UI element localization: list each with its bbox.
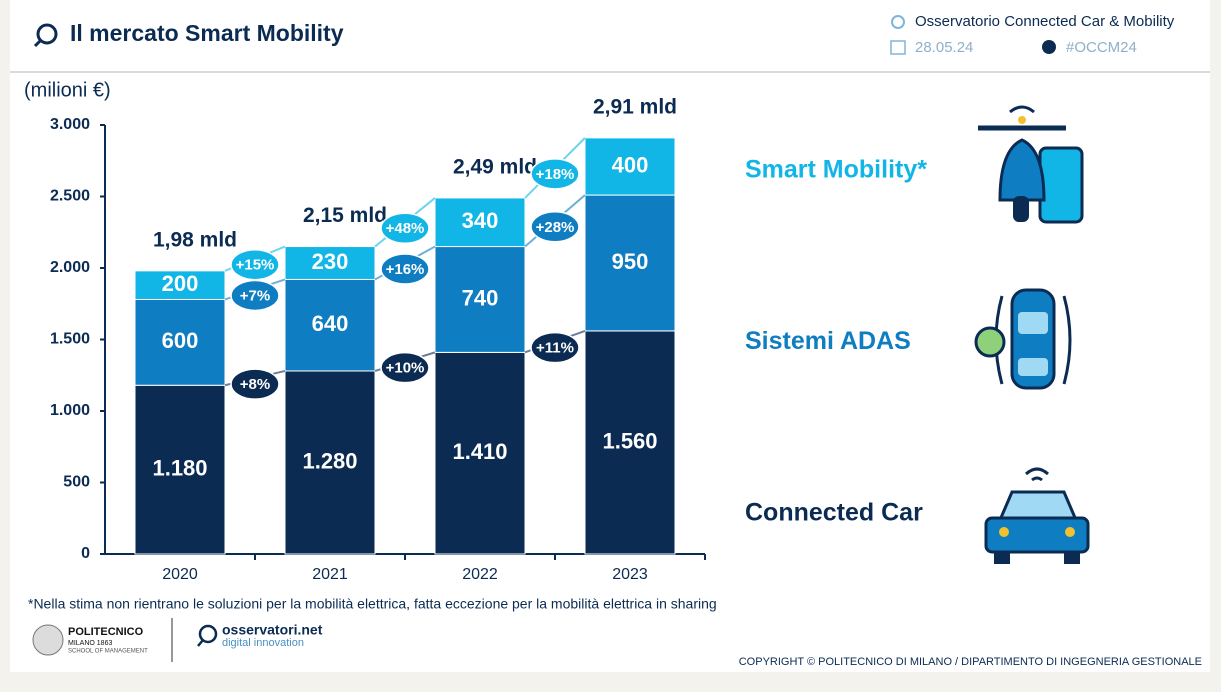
growth-badge: [380, 253, 430, 285]
x-tick-label: 2021: [312, 566, 348, 583]
y-axis-label: (milioni €): [24, 79, 111, 101]
growth-label: +7%: [240, 287, 270, 304]
bar-segment: [134, 270, 226, 300]
value-label: 340: [462, 208, 499, 233]
value-label: 600: [162, 328, 199, 353]
growth-badge: [530, 158, 580, 190]
growth-label: +48%: [386, 220, 425, 237]
source: Osservatorio Connected Car & Mobility: [915, 13, 1175, 30]
value-label: 230: [312, 249, 349, 274]
logo1-name: POLITECNICO: [68, 626, 144, 638]
total-label: 2,15 mld: [303, 204, 387, 227]
value-label: 640: [312, 311, 349, 336]
total-label: 2,49 mld: [453, 155, 537, 178]
footnote: *Nella stima non rientrano le soluzioni …: [28, 596, 717, 612]
date: 28.05.24: [915, 39, 973, 56]
y-tick-label: 2.500: [50, 188, 90, 205]
source-icon: [891, 15, 905, 29]
icon-adas-car: [974, 288, 1072, 390]
x-tick-label: 2022: [462, 566, 498, 583]
logo1-sub: MILANO 1863: [68, 640, 112, 647]
y-tick-label: 1.000: [50, 402, 90, 419]
growth-badge: [230, 248, 280, 281]
legend-label: Sistemi ADAS: [745, 327, 911, 355]
bar-segment: [434, 246, 526, 353]
growth-badge: [380, 212, 430, 244]
title: Il mercato Smart Mobility: [70, 20, 344, 46]
y-tick-label: 2.000: [50, 259, 90, 276]
growth-label: +28%: [536, 219, 575, 236]
logo1-school: SCHOOL OF MANAGEMENT: [68, 649, 148, 655]
legend-label: Smart Mobility*: [745, 156, 927, 184]
copyright: COPYRIGHT © POLITECNICO DI MILANO / DIPA…: [739, 656, 1202, 668]
bar-segment: [284, 246, 376, 280]
bar-segment: [584, 330, 676, 555]
value-label: 1.560: [602, 428, 657, 453]
logo2-sub: digital innovation: [222, 637, 304, 649]
growth-badge: [230, 368, 280, 400]
value-label: 1.410: [452, 439, 507, 464]
growth-label: +18%: [536, 166, 575, 183]
value-label: 1.280: [302, 448, 357, 473]
growth-label: +8%: [240, 376, 270, 393]
growth-badge: [530, 211, 580, 243]
hashtag: #OCCM24: [1066, 39, 1137, 56]
y-tick-label: 500: [63, 474, 90, 491]
bar-segment: [134, 298, 226, 386]
title-icon: [33, 23, 58, 48]
growth-badge: [380, 351, 430, 384]
growth-label: +15%: [236, 257, 275, 274]
icon-connected-car: [984, 467, 1090, 564]
logo2-name: osservatori.net: [222, 622, 323, 638]
value-label: 1.180: [152, 455, 207, 480]
value-label: 200: [162, 271, 199, 296]
value-label: 400: [612, 152, 649, 177]
bar-segment: [584, 137, 676, 196]
x-tick-label: 2023: [612, 566, 648, 583]
growth-label: +11%: [536, 340, 574, 357]
x-icon: [1042, 40, 1056, 54]
legend-label: Connected Car: [745, 499, 923, 527]
bar-segment: [434, 197, 526, 248]
value-label: 950: [612, 249, 649, 274]
logo-polimi: POLITECNICO MILANO 1863 SCHOOL OF MANAGE…: [32, 624, 148, 656]
total-label: 2,91 mld: [593, 95, 677, 118]
logo-osservatori: osservatori.net digital innovation: [197, 622, 323, 649]
value-label: 740: [462, 285, 499, 310]
x-tick-label: 2020: [162, 566, 198, 583]
date-icon: [890, 40, 906, 55]
y-tick-label: 1.500: [50, 331, 90, 348]
icon-scooter: [978, 105, 1084, 224]
growth-label: +16%: [386, 261, 425, 278]
growth-badge: [530, 331, 580, 364]
growth-label: +10%: [386, 360, 425, 377]
y-tick-label: 3.000: [50, 116, 90, 133]
total-label: 1,98 mld: [153, 228, 237, 251]
bar-segment: [584, 194, 676, 332]
bar-segment: [434, 351, 526, 555]
y-tick-label: 0: [81, 545, 90, 562]
